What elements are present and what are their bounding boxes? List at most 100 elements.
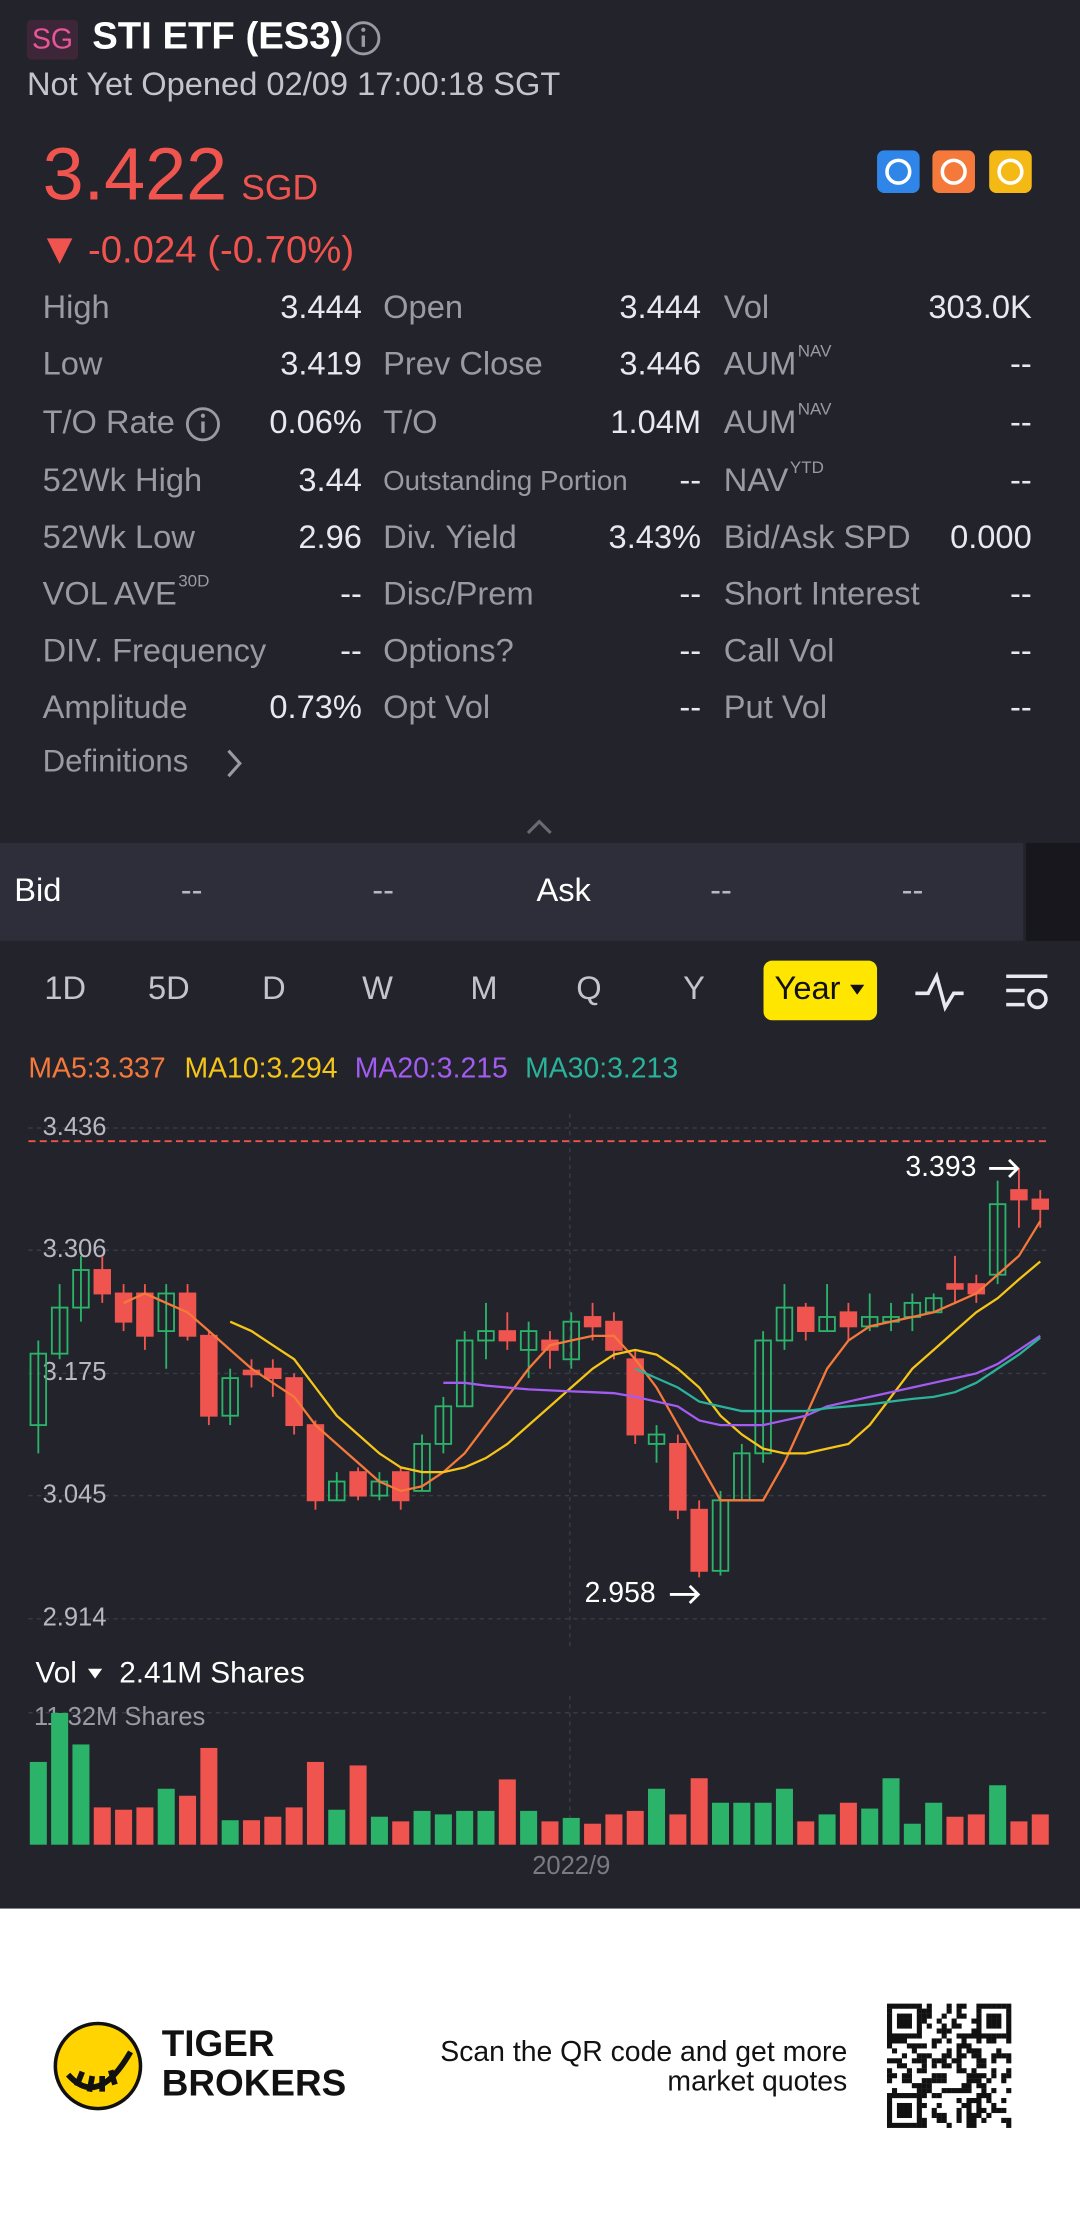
- period-tab[interactable]: Y: [683, 969, 705, 1006]
- volume-bar: [562, 1817, 580, 1845]
- qr-module: [961, 2003, 967, 2009]
- qr-module: [971, 2073, 977, 2079]
- qr-module: [896, 2023, 903, 2029]
- volume-bar: [264, 1816, 282, 1845]
- qr-module: [976, 2107, 982, 2114]
- qr-module: [1006, 2058, 1012, 2064]
- qr-module: [956, 2033, 962, 2039]
- qr-module: [946, 2008, 952, 2014]
- qr-module: [986, 2112, 992, 2119]
- qr-module: [976, 2083, 982, 2089]
- candle-body: [264, 1367, 282, 1380]
- stat-value: 3.444: [280, 288, 362, 325]
- collapse-chevron[interactable]: [526, 819, 552, 835]
- volume-dropdown[interactable]: [87, 1668, 103, 1679]
- qr-module: [986, 2023, 992, 2029]
- brand-name: TIGER: [162, 2023, 275, 2064]
- qr-module: [976, 2018, 982, 2024]
- qr-module: [901, 2073, 908, 2079]
- volume-bar: [946, 1816, 964, 1845]
- qr-module: [991, 2038, 997, 2044]
- stat-label: Open: [383, 288, 463, 325]
- badge-icon[interactable]: [877, 150, 920, 193]
- candle-body: [455, 1339, 474, 1408]
- period-tab[interactable]: W: [362, 969, 393, 1006]
- volume-bar: [754, 1802, 772, 1845]
- qr-module: [1006, 2117, 1012, 2123]
- qr-module: [981, 2058, 987, 2064]
- qr-module: [1006, 2018, 1012, 2024]
- candle-body: [200, 1334, 218, 1417]
- info-icon[interactable]: [185, 407, 220, 442]
- candle-body: [285, 1377, 303, 1427]
- info-icon[interactable]: [346, 21, 381, 56]
- badge-icon[interactable]: [989, 150, 1032, 193]
- period-tab[interactable]: Q: [576, 969, 601, 1006]
- badge-icon-glyph: [940, 158, 967, 185]
- qr-module: [946, 2003, 952, 2009]
- qr-module: [901, 2102, 908, 2109]
- qr-module: [981, 2107, 987, 2114]
- ma-line: [229, 1260, 1041, 1474]
- period-tab[interactable]: 1D: [44, 969, 86, 1006]
- selected-tab[interactable]: Year: [775, 969, 841, 1006]
- qr-module: [891, 2058, 898, 2064]
- qr-module: [896, 2018, 903, 2024]
- qr-module: [981, 2117, 987, 2123]
- qr-module: [921, 2117, 927, 2123]
- stat-value: 0.73%: [269, 688, 362, 725]
- qr-module: [956, 2053, 962, 2059]
- qr-module: [946, 2053, 952, 2059]
- indicator-icon[interactable]: [915, 971, 964, 1012]
- qr-module: [956, 2107, 962, 2114]
- qr-module: [911, 2083, 917, 2089]
- qr-module: [1006, 2003, 1012, 2009]
- candle-body: [29, 1352, 48, 1427]
- qr-module: [986, 2097, 992, 2104]
- qr-module: [971, 2112, 977, 2119]
- qr-module: [956, 2068, 962, 2074]
- currency: SGD: [241, 168, 318, 208]
- qr-module: [896, 2038, 903, 2044]
- qr-module: [971, 2028, 977, 2034]
- y-tick-label: 3.306: [43, 1235, 107, 1263]
- definitions-link[interactable]: Definitions: [43, 744, 189, 779]
- period-tab[interactable]: M: [470, 969, 497, 1006]
- badge-icon[interactable]: [932, 150, 975, 193]
- qr-module: [901, 2018, 908, 2024]
- volume-bar: [242, 1820, 261, 1845]
- settings-icon[interactable]: [1006, 974, 1048, 1007]
- qr-module: [951, 2018, 957, 2024]
- qr-module: [976, 2097, 982, 2104]
- qr-module: [991, 2053, 997, 2059]
- volume-bar: [648, 1788, 666, 1845]
- period-tab[interactable]: 5D: [148, 969, 190, 1006]
- selected-tab-bg[interactable]: [763, 960, 878, 1021]
- qr-module: [896, 2102, 903, 2109]
- qr-module: [976, 2038, 982, 2044]
- volume-bar: [520, 1810, 538, 1845]
- qr-module: [916, 2053, 922, 2059]
- qr-module: [941, 2112, 947, 2119]
- qr-module: [911, 2058, 917, 2064]
- volume-bar: [903, 1823, 921, 1845]
- qr-module: [961, 2038, 967, 2044]
- bid-ask-label: Ask: [536, 871, 591, 908]
- qr-module: [901, 2078, 908, 2084]
- period-tab[interactable]: D: [262, 969, 286, 1006]
- qr-module: [921, 2102, 927, 2109]
- candle-body: [391, 1471, 410, 1502]
- qr-module: [996, 2053, 1002, 2059]
- qr-module: [971, 2078, 977, 2084]
- stat-value: 0.06%: [269, 403, 362, 440]
- volume-bar: [797, 1821, 815, 1845]
- qr-module: [901, 2013, 908, 2019]
- y-tick-label: 2.914: [43, 1604, 107, 1632]
- qr-module: [936, 2117, 942, 2123]
- stat-value: --: [679, 631, 701, 668]
- qr-module: [886, 2008, 893, 2014]
- volume-bar: [221, 1820, 239, 1845]
- qr-module: [1006, 2008, 1012, 2014]
- qr-module: [936, 2018, 942, 2024]
- qr-module: [921, 2043, 927, 2049]
